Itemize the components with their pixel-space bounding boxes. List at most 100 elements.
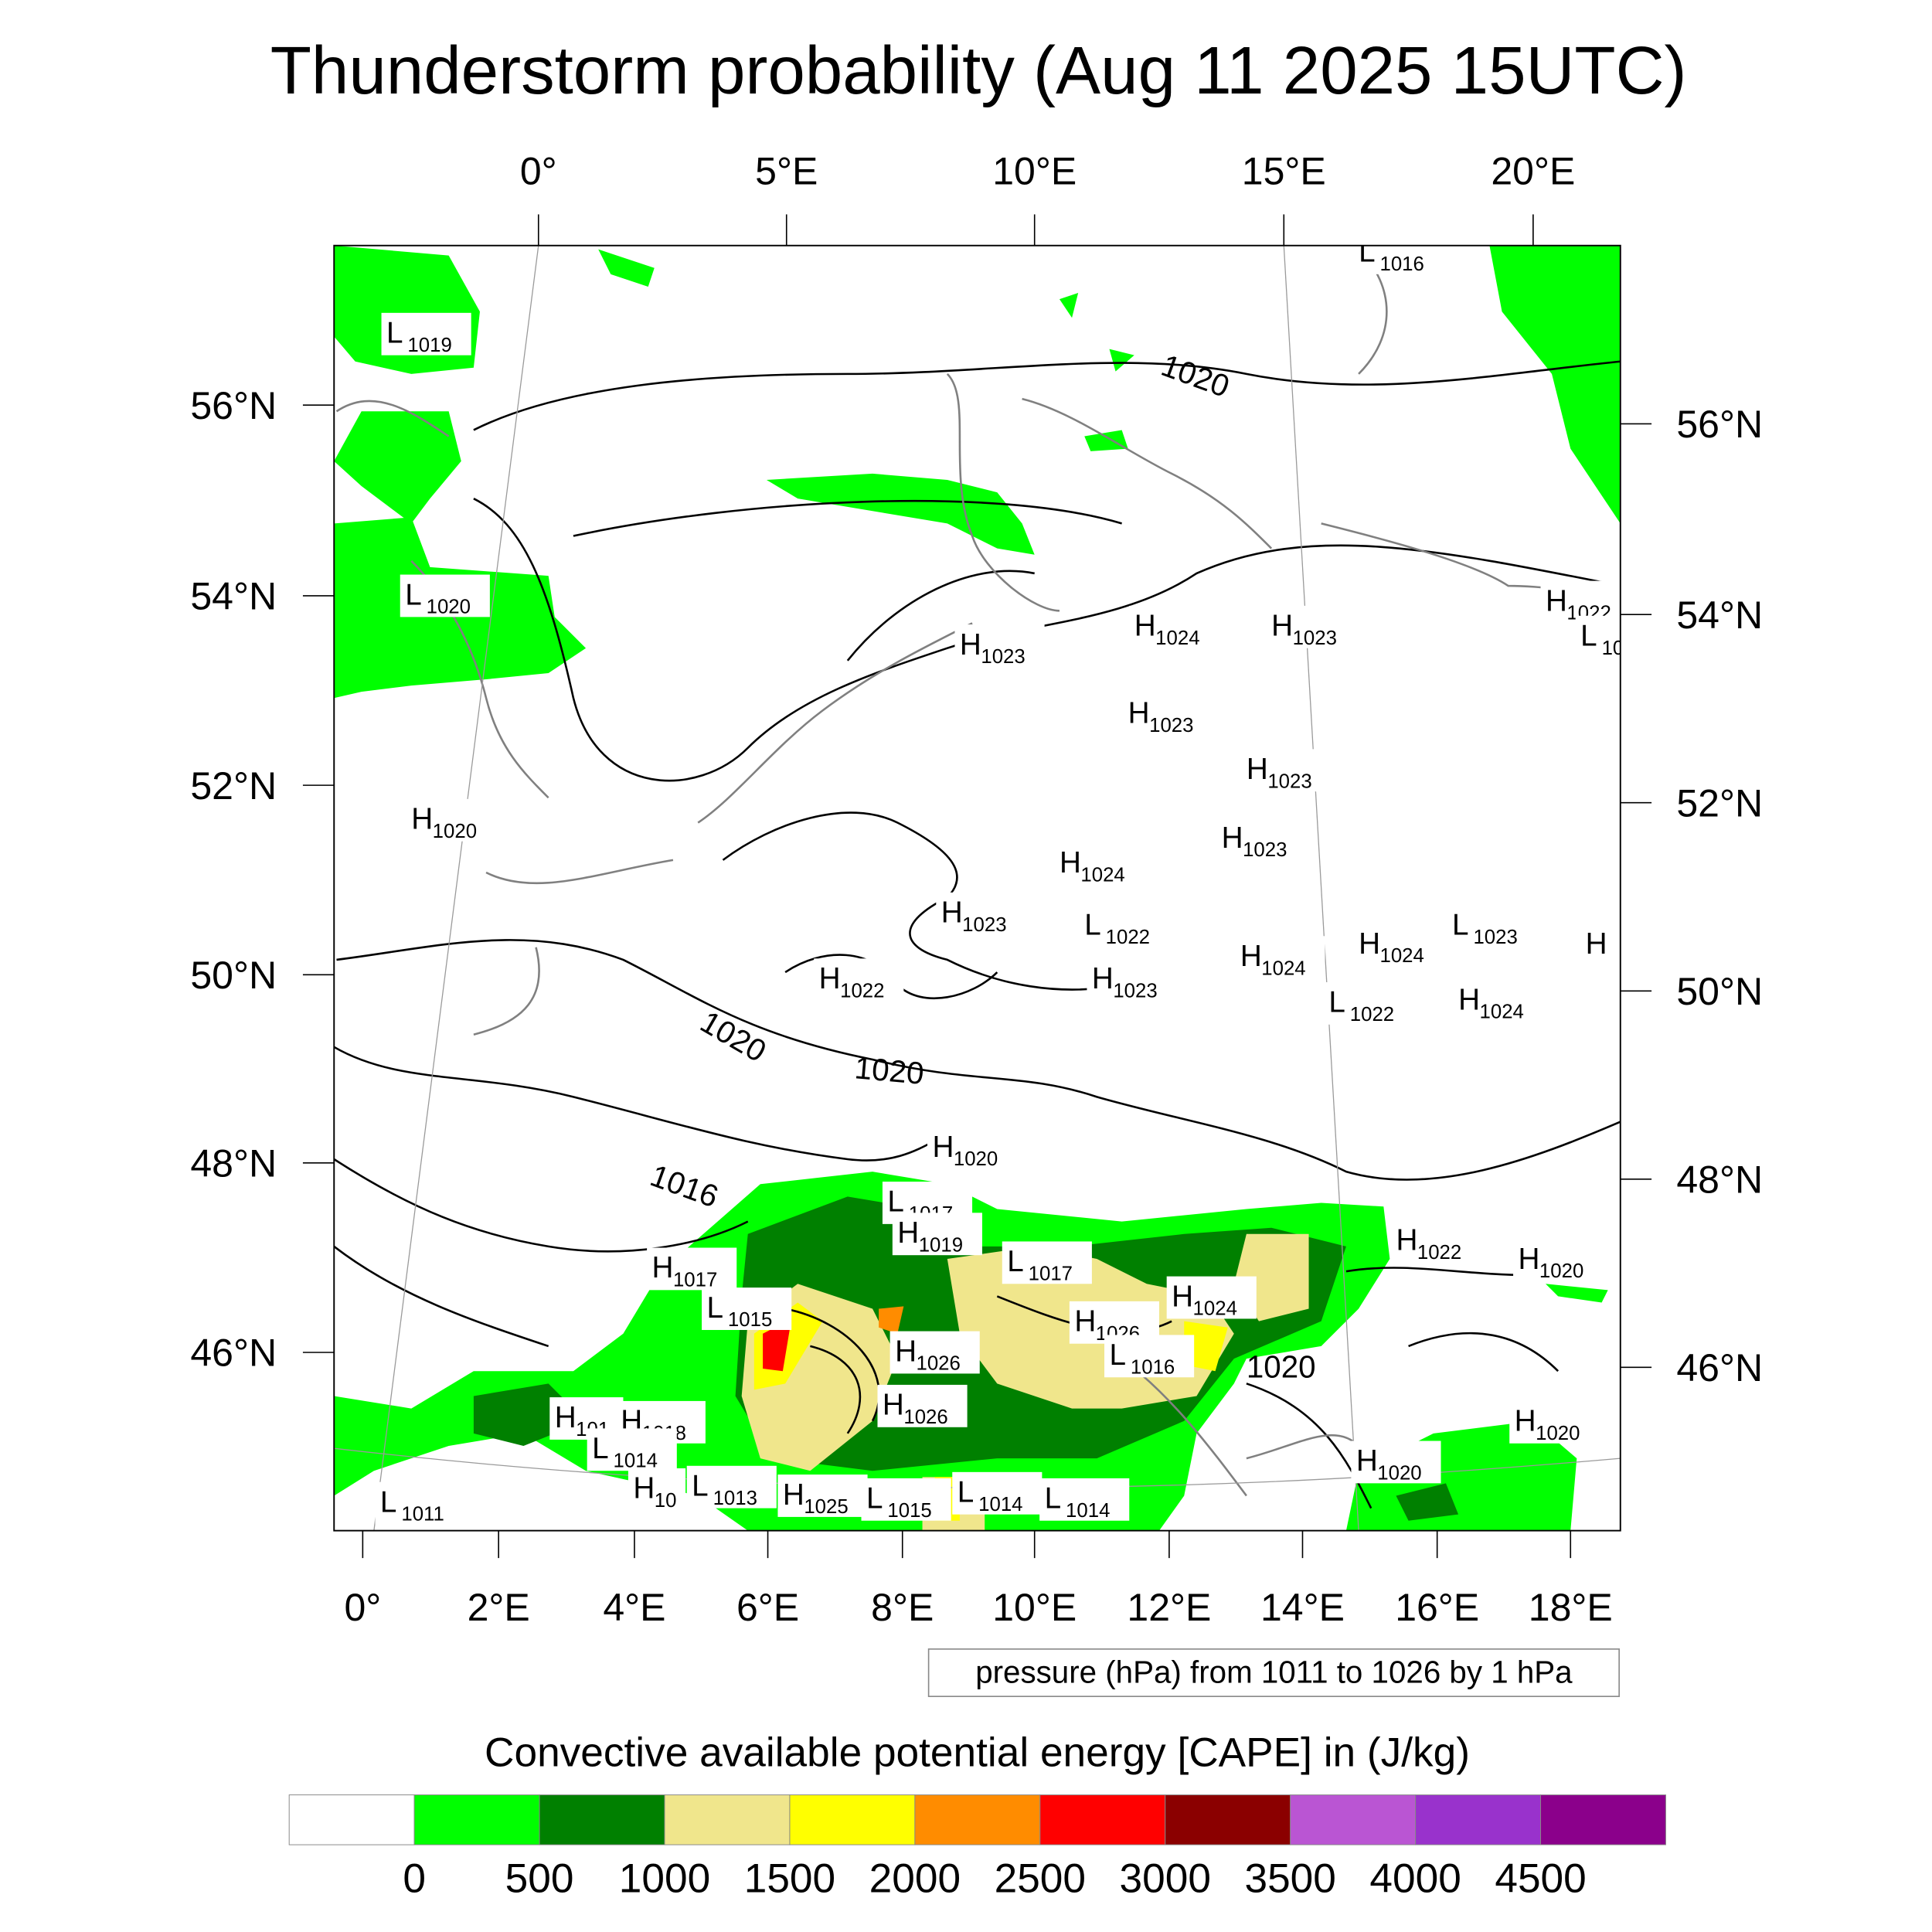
bottom-lon-label: 0° bbox=[344, 1586, 381, 1629]
svg-text:1023: 1023 bbox=[1293, 628, 1337, 649]
svg-text:1024: 1024 bbox=[1155, 628, 1199, 649]
svg-text:L: L bbox=[957, 1476, 975, 1509]
low-pressure-label: L 1015 bbox=[702, 1287, 792, 1331]
high-pressure-label: H 1020 bbox=[1509, 1400, 1600, 1444]
svg-text:H: H bbox=[1074, 1305, 1096, 1338]
svg-text:1016: 1016 bbox=[1131, 1356, 1175, 1378]
svg-text:1014: 1014 bbox=[614, 1450, 658, 1471]
high-pressure-label: H 1019 bbox=[892, 1213, 982, 1256]
svg-text:1023: 1023 bbox=[1243, 839, 1287, 861]
svg-text:H: H bbox=[1359, 927, 1380, 961]
svg-text:H: H bbox=[960, 628, 981, 662]
svg-text:H: H bbox=[555, 1401, 577, 1434]
low-pressure-label: L 1011 bbox=[375, 1481, 465, 1526]
svg-text:H: H bbox=[1519, 1243, 1540, 1276]
svg-text:H: H bbox=[1134, 610, 1156, 643]
right-lat-label: 46°N bbox=[1676, 1346, 1763, 1389]
left-lat-label: 50°N bbox=[190, 954, 277, 997]
svg-text:L: L bbox=[692, 1469, 709, 1502]
left-lat-label: 48°N bbox=[190, 1142, 277, 1185]
svg-text:1023: 1023 bbox=[1473, 927, 1517, 948]
low-pressure-label: L 10 bbox=[1575, 615, 1621, 659]
high-pressure-label: H 1023 bbox=[1087, 958, 1177, 1002]
high-pressure-label: H 1024 bbox=[1054, 842, 1145, 886]
left-lat-label: 54°N bbox=[190, 575, 277, 618]
map-frame bbox=[333, 244, 1621, 1532]
svg-text:H: H bbox=[1546, 584, 1567, 617]
svg-text:1023: 1023 bbox=[981, 646, 1025, 668]
high-pressure-label: H 1023 bbox=[1216, 818, 1307, 861]
colorbar-swatch bbox=[914, 1794, 1041, 1845]
left-lat-label: 46°N bbox=[190, 1332, 277, 1375]
high-pressure-label: H 1023 bbox=[954, 624, 1045, 668]
svg-text:L: L bbox=[866, 1482, 883, 1515]
right-lat-label: 48°N bbox=[1676, 1158, 1763, 1202]
svg-text:H: H bbox=[1356, 1444, 1378, 1478]
isobar-label: 1020 bbox=[1247, 1349, 1316, 1384]
svg-text:1015: 1015 bbox=[887, 1500, 931, 1522]
colorbar-swatch bbox=[1415, 1794, 1542, 1845]
left-lat-label: 56°N bbox=[190, 384, 277, 427]
low-pressure-label: L 1022 bbox=[1323, 981, 1414, 1026]
low-pressure-label: L 1013 bbox=[686, 1465, 777, 1509]
colorbar-tick-label: 4000 bbox=[1369, 1855, 1461, 1901]
svg-text:1023: 1023 bbox=[1267, 770, 1311, 792]
svg-text:H: H bbox=[1396, 1224, 1417, 1257]
colorbar: 0 500 1000 1500 2000 2500 3000 3500 4000 4500 bbox=[288, 1794, 1666, 1901]
high-pressure-label: H 1024 bbox=[1235, 936, 1325, 979]
high-pressure-label: H 1023 bbox=[1266, 605, 1356, 649]
low-pressure-label: L 1014 bbox=[952, 1471, 1043, 1515]
bottom-lon-label: 6°E bbox=[736, 1586, 799, 1629]
svg-text:1013: 1013 bbox=[713, 1488, 757, 1509]
svg-text:1022: 1022 bbox=[1350, 1004, 1394, 1026]
svg-text:H: H bbox=[932, 1131, 954, 1164]
svg-text:H: H bbox=[1586, 927, 1607, 961]
colorbar-swatch bbox=[1540, 1794, 1666, 1845]
high-pressure-label: H 1022 bbox=[1391, 1220, 1481, 1264]
low-pressure-label: L 1016 bbox=[1104, 1335, 1195, 1378]
svg-text:1016: 1016 bbox=[1379, 253, 1423, 275]
svg-text:1024: 1024 bbox=[1080, 864, 1124, 886]
svg-text:L: L bbox=[707, 1291, 724, 1325]
bottom-lon-label: 10°E bbox=[992, 1586, 1077, 1629]
colorbar-swatch bbox=[539, 1794, 665, 1845]
svg-text:H: H bbox=[819, 962, 841, 995]
low-pressure-label: L 1014 bbox=[587, 1428, 677, 1471]
colorbar-tick-label: 1000 bbox=[619, 1855, 710, 1901]
svg-text:1014: 1014 bbox=[978, 1494, 1022, 1515]
svg-text:L: L bbox=[1084, 909, 1101, 942]
figure-title: Thunderstorm probability (Aug 11 2025 15… bbox=[270, 33, 1687, 108]
svg-text:1024: 1024 bbox=[1379, 945, 1423, 967]
high-pressure-label: H 1023 bbox=[1241, 749, 1332, 792]
svg-text:H: H bbox=[1247, 753, 1268, 786]
svg-text:H: H bbox=[883, 1389, 904, 1422]
svg-text:L: L bbox=[1109, 1338, 1126, 1372]
colorbar-tick-label: 2500 bbox=[995, 1855, 1086, 1901]
colorbar-swatch bbox=[288, 1794, 415, 1845]
right-lat-label: 54°N bbox=[1676, 594, 1763, 637]
svg-text:L: L bbox=[386, 317, 403, 350]
high-pressure-label: H 1024 bbox=[1353, 923, 1444, 967]
high-pressure-label: H 1026 bbox=[877, 1384, 968, 1428]
svg-text:H: H bbox=[1092, 962, 1114, 995]
colorbar-tick-label: 4500 bbox=[1495, 1855, 1586, 1901]
svg-text:H: H bbox=[1271, 610, 1293, 643]
svg-text:1023: 1023 bbox=[1113, 980, 1157, 1002]
svg-text:H: H bbox=[897, 1216, 919, 1250]
svg-text:1022: 1022 bbox=[1106, 927, 1150, 948]
colorbar-tick-label: 500 bbox=[505, 1855, 574, 1901]
svg-text:H: H bbox=[1515, 1405, 1536, 1438]
high-pressure-label: H 1024 bbox=[1453, 979, 1543, 1023]
colorbar-title: Convective available potential energy [C… bbox=[485, 1730, 1470, 1775]
svg-text:H: H bbox=[1060, 846, 1081, 879]
high-pressure-label: H bbox=[1580, 923, 1607, 966]
isobar-label: 1020 bbox=[853, 1049, 925, 1091]
top-lon-label: 20°E bbox=[1491, 150, 1575, 193]
svg-text:H: H bbox=[1458, 983, 1480, 1016]
colorbar-swatch bbox=[789, 1794, 916, 1845]
colorbar-tick-label: 3500 bbox=[1244, 1855, 1335, 1901]
svg-text:1026: 1026 bbox=[916, 1353, 960, 1375]
